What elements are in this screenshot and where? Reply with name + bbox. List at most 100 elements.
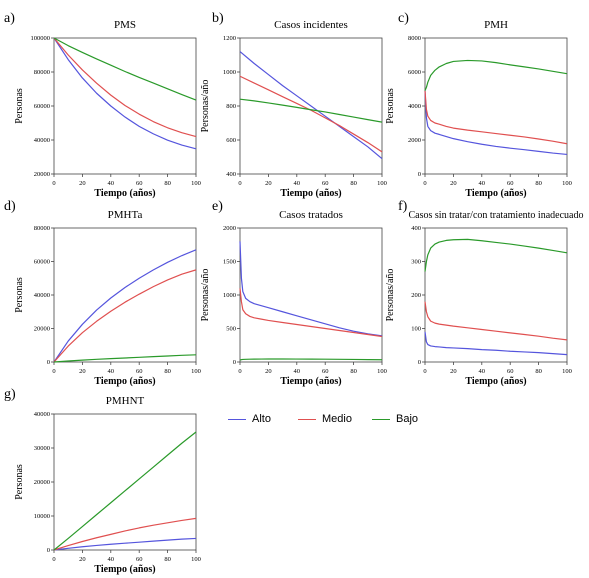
x-tick-label: 60 (136, 368, 143, 375)
series-line-medio (53, 517, 197, 551)
x-tick-label: 100 (191, 180, 201, 187)
series-line-medio (53, 37, 197, 138)
x-tick-label: 80 (535, 368, 542, 375)
x-axis-label: Tiempo (años) (280, 376, 341, 387)
x-axis-label: Tiempo (años) (94, 376, 155, 387)
legend: Alto Medio Bajo (228, 410, 448, 430)
y-tick-label: 0 (47, 359, 50, 366)
x-tick-label: 80 (164, 556, 171, 563)
y-tick-label: 80000 (34, 69, 50, 76)
legend-swatch-alto (228, 418, 246, 420)
y-tick-label: 0 (418, 359, 421, 366)
chart-panel-f: f)Casos sin tratar/con tratamiento inade… (385, 199, 583, 387)
panel-label: g) (4, 387, 16, 402)
x-tick-label: 100 (377, 180, 387, 187)
series-line-bajo (53, 37, 197, 101)
chart-panel-g: g) PMHNT 0 20 40 60 80 100 0 10000 20000 30000 40000… (4, 387, 201, 575)
y-axis-label: Personas/año (385, 269, 396, 322)
y-tick-label: 40000 (34, 292, 50, 299)
x-tick-label: 60 (322, 368, 329, 375)
x-tick-label: 0 (238, 180, 241, 187)
chart-title: PMS (114, 19, 136, 31)
x-axis-label: Tiempo (años) (94, 188, 155, 199)
x-axis-label: Tiempo (años) (94, 564, 155, 575)
x-axis-label: Tiempo (años) (465, 188, 526, 199)
x-tick-label: 80 (164, 368, 171, 375)
y-tick-label: 1500 (223, 259, 236, 266)
plot-frame (53, 227, 197, 363)
x-tick-label: 60 (136, 556, 143, 563)
x-tick-label: 60 (136, 180, 143, 187)
y-tick-label: 30000 (34, 445, 50, 452)
x-tick-label: 20 (79, 368, 86, 375)
legend-item-bajo: Bajo (372, 410, 418, 428)
chart-panel-b: b) Casos incidentes 0 20 40 60 80 100 400 600 800 1… (200, 11, 387, 199)
plot-frame (424, 227, 568, 363)
x-tick-label: 0 (52, 368, 55, 375)
y-axis-label: Personas (14, 88, 25, 124)
y-axis-label: Personas (14, 277, 25, 313)
x-tick-label: 40 (294, 180, 301, 187)
y-tick-label: 2000 (408, 137, 421, 144)
x-tick-label: 80 (535, 180, 542, 187)
x-tick-label: 100 (562, 368, 572, 375)
series-line-medio (239, 288, 383, 338)
x-tick-label: 40 (108, 556, 115, 563)
series-line-medio (239, 75, 383, 153)
y-axis-label: Personas (385, 88, 396, 124)
plot-frame (424, 37, 568, 175)
y-tick-label: 100000 (31, 35, 51, 42)
y-axis-label: Personas/año (200, 269, 211, 322)
x-tick-label: 40 (108, 368, 115, 375)
x-tick-label: 80 (350, 180, 357, 187)
x-axis-label: Tiempo (años) (465, 376, 526, 387)
y-tick-label: 800 (226, 103, 236, 110)
plot-frame (53, 413, 197, 551)
x-tick-label: 0 (238, 368, 241, 375)
series-line-alto (424, 331, 568, 356)
chart-title: Casos tratados (279, 209, 343, 221)
legend-label-medio: Medio (322, 413, 352, 425)
series-line-bajo (239, 98, 383, 123)
x-tick-label: 80 (164, 180, 171, 187)
chart-title: PMHNT (106, 395, 145, 407)
chart-title: PMHTa (108, 209, 143, 221)
panel-label: a) (4, 11, 15, 26)
y-tick-label: 20000 (34, 326, 50, 333)
y-tick-label: 8000 (408, 35, 421, 42)
y-tick-label: 100 (411, 326, 421, 333)
chart-title: Casos sin tratar/con tratamiento inadecu… (409, 210, 584, 221)
x-tick-label: 60 (507, 368, 514, 375)
x-tick-label: 0 (52, 180, 55, 187)
panel-label: c) (398, 11, 409, 26)
y-tick-label: 60000 (34, 103, 50, 110)
y-tick-label: 500 (226, 326, 236, 333)
panel-label: f) (398, 199, 408, 214)
y-tick-label: 600 (226, 137, 236, 144)
panel-label: d) (4, 199, 16, 214)
series-line-bajo (424, 238, 568, 272)
x-tick-label: 40 (108, 180, 115, 187)
y-tick-label: 300 (411, 259, 421, 266)
legend-item-medio: Medio (298, 410, 352, 428)
y-tick-label: 10000 (34, 513, 50, 520)
series-line-bajo (424, 59, 568, 91)
chart-title: PMH (484, 19, 508, 31)
x-tick-label: 100 (191, 368, 201, 375)
y-tick-label: 20000 (34, 171, 50, 178)
series-line-medio (424, 301, 568, 341)
panel-label: e) (212, 199, 223, 214)
y-tick-label: 6000 (408, 69, 421, 76)
panel-label: b) (212, 11, 224, 26)
x-tick-label: 20 (450, 180, 457, 187)
series-line-bajo (239, 358, 383, 361)
x-tick-label: 40 (479, 368, 486, 375)
legend-label-alto: Alto (252, 413, 271, 425)
x-tick-label: 0 (52, 556, 55, 563)
y-tick-label: 1000 (223, 69, 236, 76)
y-axis-label: Personas/año (200, 80, 211, 133)
x-tick-label: 20 (265, 180, 272, 187)
y-tick-label: 400 (226, 171, 236, 178)
y-tick-label: 0 (47, 547, 50, 554)
